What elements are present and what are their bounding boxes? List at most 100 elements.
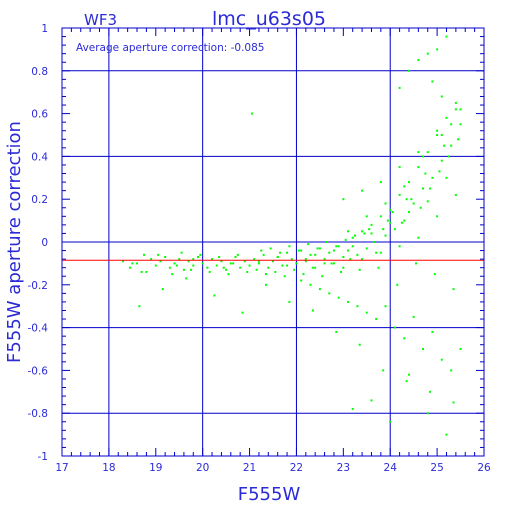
data-point — [323, 258, 326, 261]
data-point — [328, 251, 331, 254]
x-tick-label: 18 — [102, 462, 115, 474]
data-point — [286, 251, 289, 254]
data-point — [436, 134, 439, 136]
data-point — [272, 260, 274, 263]
data-point — [386, 219, 389, 222]
data-point — [269, 247, 272, 250]
data-point — [351, 245, 354, 248]
data-point — [407, 181, 410, 184]
x-tick-label: 26 — [477, 462, 491, 474]
data-point — [459, 123, 462, 126]
data-point — [304, 258, 307, 261]
data-points — [121, 35, 462, 436]
y-tick-label: 1 — [41, 23, 48, 35]
data-point — [400, 221, 403, 224]
data-point — [290, 258, 293, 261]
y-tick-label: 0.2 — [31, 194, 48, 206]
x-axis-label: F555W — [238, 484, 301, 505]
y-tick-label: -0.2 — [28, 280, 49, 292]
y-tick-label: 0.4 — [31, 151, 48, 163]
data-point — [440, 134, 443, 136]
data-point — [199, 253, 202, 256]
data-point — [318, 288, 321, 291]
data-point — [208, 270, 211, 273]
data-point — [403, 337, 406, 340]
data-point — [182, 268, 185, 271]
data-point — [267, 266, 270, 269]
data-point — [311, 266, 314, 269]
data-point — [382, 369, 385, 372]
data-point — [454, 108, 457, 111]
data-point — [436, 48, 439, 51]
data-point — [220, 260, 223, 263]
x-tick-label: 22 — [290, 462, 303, 474]
data-point — [264, 273, 267, 276]
data-point — [325, 241, 328, 243]
data-point — [227, 273, 230, 276]
data-point — [175, 264, 178, 267]
data-point — [398, 193, 401, 196]
data-point — [121, 260, 124, 263]
data-point — [391, 211, 394, 214]
data-point — [431, 176, 434, 179]
data-point — [393, 228, 396, 231]
data-point — [276, 255, 279, 258]
data-point — [157, 253, 160, 256]
data-point — [436, 215, 439, 218]
average-annotation: Average aperture correction: -0.085 — [76, 42, 264, 54]
data-point — [168, 266, 171, 269]
data-point — [274, 270, 277, 273]
data-point — [403, 185, 406, 188]
data-point — [328, 292, 331, 295]
data-point — [264, 283, 267, 286]
y-tick-label: 0.8 — [31, 66, 48, 78]
data-point — [351, 236, 354, 239]
x-tick-label: 17 — [55, 462, 68, 474]
data-point — [185, 277, 188, 280]
x-tick-label: 20 — [196, 462, 209, 474]
data-point — [426, 412, 429, 415]
data-point — [314, 253, 317, 256]
data-point — [384, 234, 387, 237]
data-point — [422, 348, 425, 350]
data-point — [445, 176, 448, 179]
data-point — [405, 380, 408, 383]
data-point — [300, 279, 303, 282]
data-point — [279, 251, 282, 254]
data-point — [347, 230, 350, 233]
data-point — [143, 253, 146, 256]
data-point — [218, 255, 221, 258]
data-point — [211, 258, 214, 261]
data-point — [358, 268, 361, 271]
data-point — [431, 330, 434, 333]
data-point — [403, 219, 406, 222]
data-point — [417, 59, 420, 62]
y-tick-label: -1 — [38, 451, 48, 463]
data-point — [283, 275, 286, 278]
data-point — [454, 101, 457, 104]
data-point — [365, 247, 368, 250]
data-point — [450, 369, 453, 372]
data-point — [445, 433, 448, 436]
data-point — [382, 228, 385, 231]
data-point — [349, 258, 352, 261]
data-point — [309, 283, 312, 286]
data-point — [450, 123, 453, 126]
data-point — [433, 273, 436, 276]
data-point — [424, 172, 427, 175]
data-point — [150, 258, 153, 261]
data-point — [370, 223, 373, 226]
data-point — [255, 268, 258, 271]
x-tick-label: 19 — [149, 462, 162, 474]
data-point — [398, 86, 401, 89]
data-point — [393, 326, 396, 329]
data-point — [192, 264, 195, 267]
data-point — [452, 401, 455, 404]
data-point — [361, 258, 364, 261]
data-point — [375, 251, 378, 254]
data-point — [344, 238, 347, 241]
data-point — [365, 311, 368, 314]
data-point — [365, 215, 368, 218]
y-tick-label: -0.6 — [28, 365, 49, 377]
